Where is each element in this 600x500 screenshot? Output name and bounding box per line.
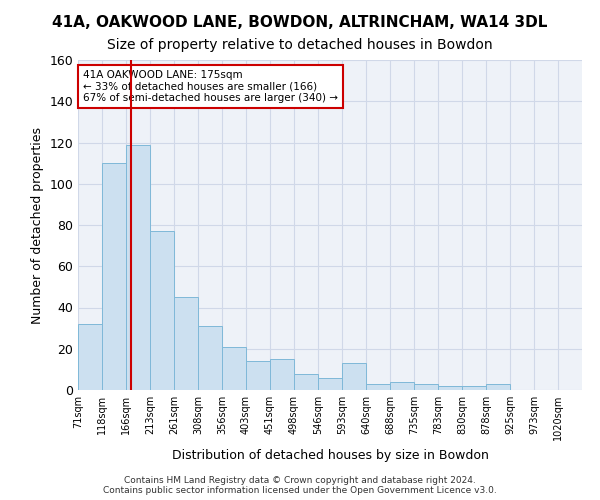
Bar: [318, 378, 342, 390]
Bar: [246, 361, 270, 390]
X-axis label: Distribution of detached houses by size in Bowdon: Distribution of detached houses by size …: [172, 448, 488, 462]
Bar: [198, 326, 222, 390]
Text: Contains HM Land Registry data © Crown copyright and database right 2024.
Contai: Contains HM Land Registry data © Crown c…: [103, 476, 497, 495]
Bar: [174, 297, 198, 390]
Bar: [414, 384, 438, 390]
Bar: [486, 384, 510, 390]
Bar: [390, 382, 414, 390]
Bar: [270, 359, 294, 390]
Bar: [294, 374, 318, 390]
Text: 41A, OAKWOOD LANE, BOWDON, ALTRINCHAM, WA14 3DL: 41A, OAKWOOD LANE, BOWDON, ALTRINCHAM, W…: [52, 15, 548, 30]
Bar: [102, 163, 126, 390]
Bar: [222, 346, 246, 390]
Bar: [150, 231, 174, 390]
Bar: [126, 144, 150, 390]
Bar: [342, 363, 366, 390]
Text: Size of property relative to detached houses in Bowdon: Size of property relative to detached ho…: [107, 38, 493, 52]
Bar: [438, 386, 462, 390]
Bar: [78, 324, 102, 390]
Text: 41A OAKWOOD LANE: 175sqm
← 33% of detached houses are smaller (166)
67% of semi-: 41A OAKWOOD LANE: 175sqm ← 33% of detach…: [83, 70, 338, 103]
Bar: [462, 386, 486, 390]
Bar: [366, 384, 390, 390]
Y-axis label: Number of detached properties: Number of detached properties: [31, 126, 44, 324]
